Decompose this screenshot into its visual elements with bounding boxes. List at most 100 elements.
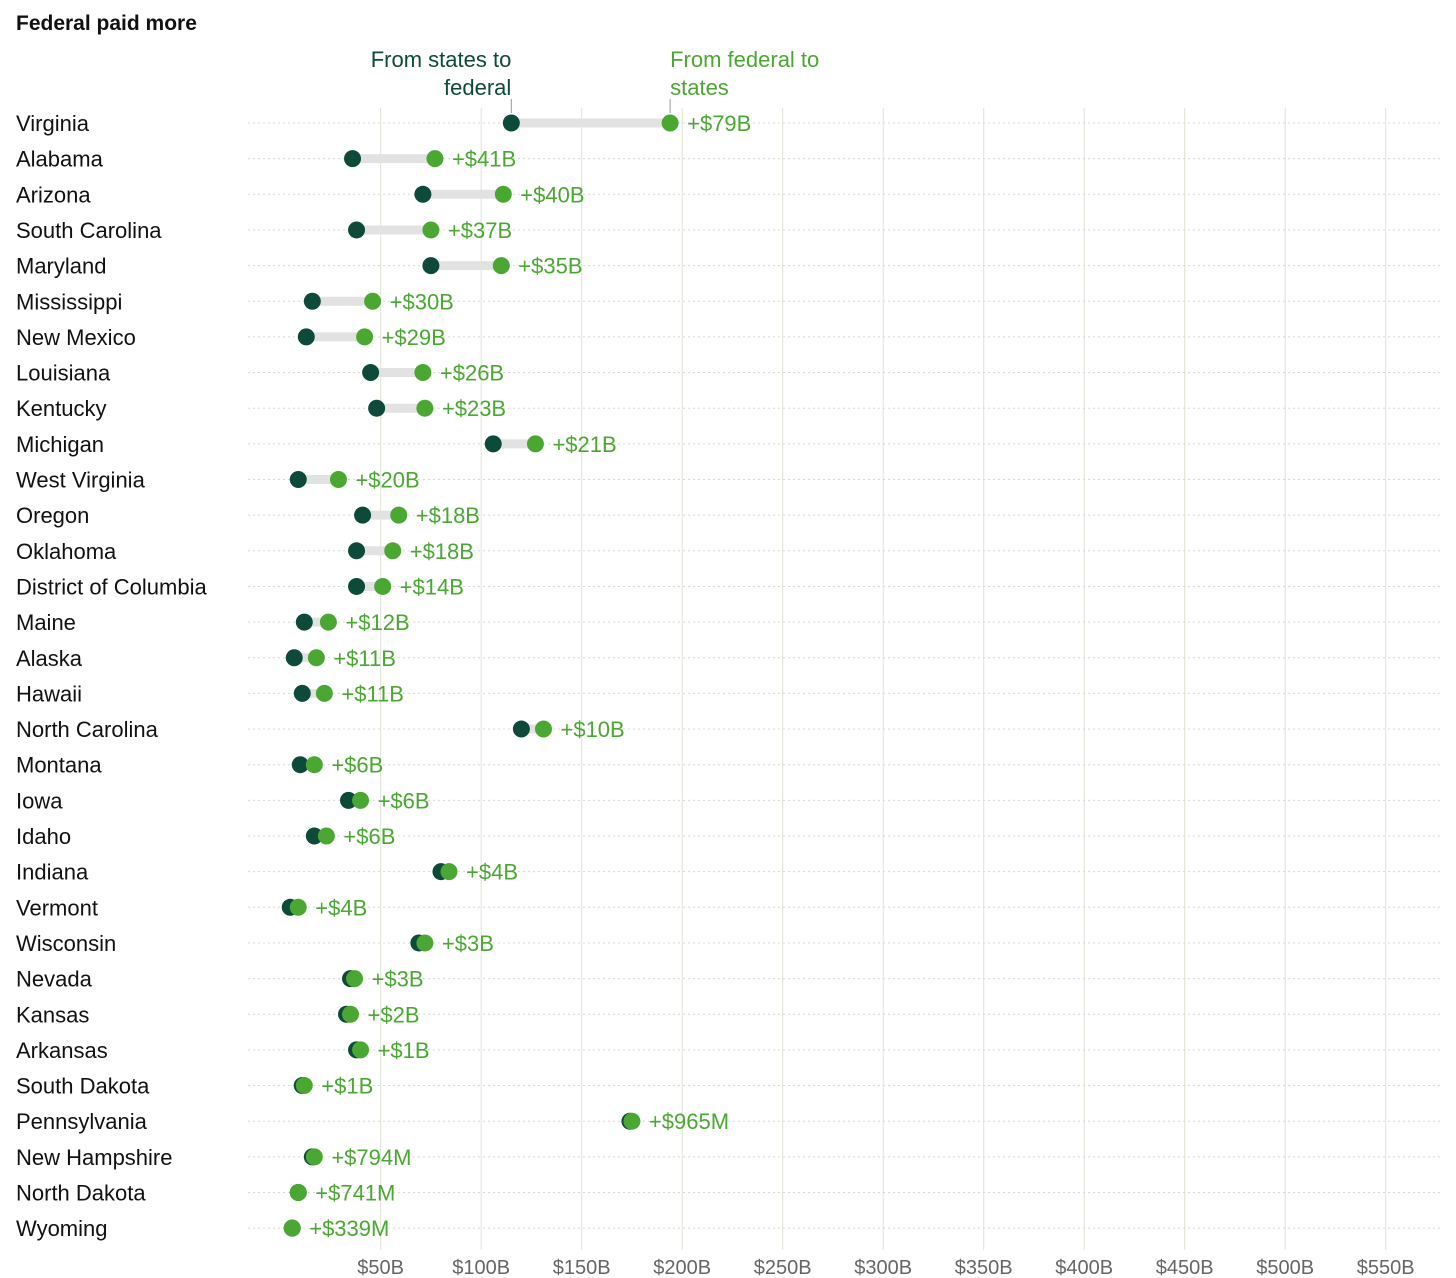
difference-label: +$37B <box>448 218 512 243</box>
state-row: Mississippi +$30B <box>16 289 454 314</box>
state-label: Nevada <box>16 967 93 992</box>
difference-label: +$40B <box>520 182 584 207</box>
dot-from-federal <box>317 827 335 845</box>
state-row: North Carolina +$10B <box>16 717 625 742</box>
difference-label: +$6B <box>378 788 430 813</box>
state-label: New Mexico <box>16 325 136 350</box>
gridlines <box>380 108 1387 1250</box>
state-row: Oregon +$18B <box>16 503 480 528</box>
dot-from-federal <box>416 934 434 952</box>
state-label: South Dakota <box>16 1074 150 1099</box>
state-row: Arizona +$40B <box>16 182 585 207</box>
chart-rows: Virginia +$79B Alabama +$41B Arizona +$40B Sou… <box>16 111 751 1241</box>
state-label: New Hampshire <box>16 1145 173 1170</box>
x-tick-label: $50B <box>357 1257 404 1278</box>
state-row: Virginia +$79B <box>16 111 751 136</box>
difference-label: +$23B <box>442 396 506 421</box>
state-label: Arkansas <box>16 1038 108 1063</box>
state-label: Oregon <box>16 503 89 528</box>
state-label: Arizona <box>16 182 91 207</box>
state-label: Louisiana <box>16 361 111 386</box>
state-label: West Virginia <box>16 468 146 493</box>
dot-from-federal <box>414 364 432 382</box>
x-tick-label: $300B <box>854 1257 912 1278</box>
state-row: Arkansas +$1B <box>16 1038 430 1063</box>
state-label: Wyoming <box>16 1216 108 1241</box>
state-label: District of Columbia <box>16 574 207 599</box>
dot-from-federal <box>623 1112 641 1130</box>
dot-from-federal <box>384 542 402 560</box>
dot-to-federal <box>354 506 372 524</box>
state-row: Hawaii +$11B <box>16 681 404 706</box>
state-label: Wisconsin <box>16 931 116 956</box>
dot-from-federal <box>492 257 510 275</box>
dot-to-federal <box>348 542 366 560</box>
dot-from-federal <box>426 150 444 168</box>
x-tick-label: $500B <box>1256 1257 1314 1278</box>
state-label: Alabama <box>16 147 104 172</box>
dot-from-federal <box>289 1184 307 1201</box>
state-label: Hawaii <box>16 681 82 706</box>
state-label: Pennsylvania <box>16 1109 148 1134</box>
legend: From states to federal From federal to stat… <box>371 47 819 113</box>
dot-to-federal <box>502 114 520 132</box>
dot-to-federal <box>348 577 366 595</box>
difference-label: +$35B <box>518 254 582 279</box>
x-tick-label: $550B <box>1357 1257 1415 1278</box>
state-label: Vermont <box>16 895 98 920</box>
state-label: Alaska <box>16 646 83 671</box>
state-label: Kansas <box>16 1002 89 1027</box>
dot-from-federal <box>440 863 458 881</box>
dot-from-federal <box>390 506 408 524</box>
difference-label: +$1B <box>378 1038 430 1063</box>
dot-from-federal <box>661 114 679 132</box>
x-tick-label: $450B <box>1156 1257 1214 1278</box>
difference-label: +$4B <box>466 860 518 885</box>
dot-to-federal <box>422 257 440 275</box>
state-row: Nevada +$3B <box>16 967 424 992</box>
difference-label: +$965M <box>649 1109 729 1134</box>
state-label: Virginia <box>16 111 90 136</box>
state-row: Louisiana +$26B <box>16 361 504 386</box>
x-tick-label: $100B <box>452 1257 510 1278</box>
state-label: Idaho <box>16 824 71 849</box>
dot-from-federal <box>289 898 307 916</box>
dot-from-federal <box>534 720 552 738</box>
dot-from-federal <box>283 1219 301 1237</box>
legend-from-federal-line2: states <box>670 75 729 100</box>
state-label: Maryland <box>16 254 106 279</box>
dot-from-federal <box>352 791 370 809</box>
dot-to-federal <box>291 756 309 774</box>
difference-label: +$12B <box>345 610 409 635</box>
difference-label: +$21B <box>552 432 616 457</box>
state-label: Montana <box>16 753 102 778</box>
dot-to-federal <box>368 399 386 417</box>
state-row: Alaska +$11B <box>16 646 396 671</box>
state-row: South Dakota +$1B <box>16 1074 373 1099</box>
difference-label: +$1B <box>321 1074 373 1099</box>
difference-label: +$20B <box>355 468 419 493</box>
difference-label: +$29B <box>382 325 446 350</box>
dot-to-federal <box>414 185 432 203</box>
dot-from-federal <box>416 399 434 417</box>
difference-label: +$41B <box>452 147 516 172</box>
dot-from-federal <box>352 1041 370 1059</box>
state-row: South Carolina +$37B <box>16 218 512 243</box>
row-guides <box>248 122 1442 1229</box>
difference-label: +$4B <box>315 895 367 920</box>
state-row: New Mexico +$29B <box>16 325 446 350</box>
dot-from-federal <box>494 185 512 203</box>
state-label: Maine <box>16 610 76 635</box>
state-row: North Dakota +$741M <box>16 1181 395 1206</box>
state-row: Pennsylvania +$965M <box>16 1109 729 1134</box>
state-label: North Carolina <box>16 717 159 742</box>
dot-to-federal <box>303 292 321 310</box>
dot-to-federal <box>305 827 323 845</box>
difference-label: +$26B <box>440 361 504 386</box>
dot-from-federal <box>364 292 382 310</box>
state-label: North Dakota <box>16 1181 146 1206</box>
difference-label: +$6B <box>343 824 395 849</box>
state-row: Wyoming +$339M <box>16 1216 389 1241</box>
dot-to-federal <box>348 221 366 239</box>
